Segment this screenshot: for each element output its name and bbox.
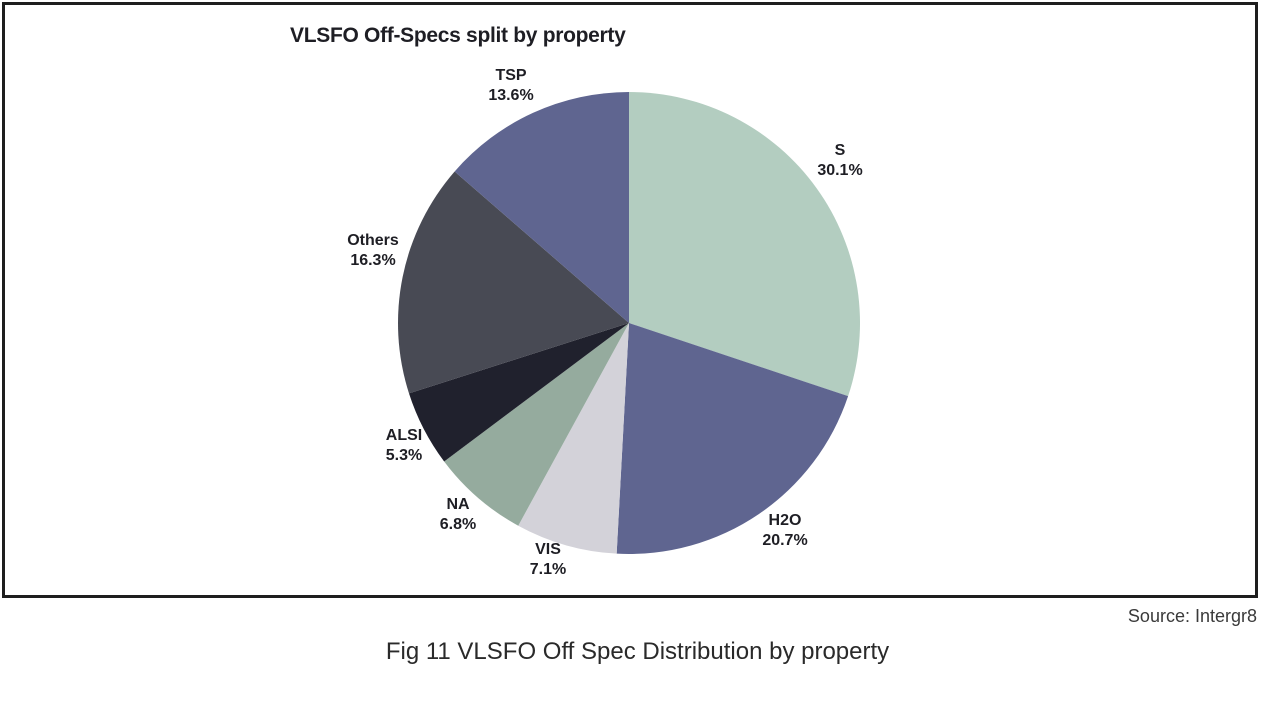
pie-slice-vis — [518, 323, 629, 554]
pie-slice-others — [398, 171, 629, 394]
pie-slice-na — [444, 323, 629, 526]
source-note: Source: Intergr8 — [1127, 606, 1257, 626]
pie-slices — [398, 92, 860, 555]
pie-slice-alsi — [408, 323, 629, 462]
slice-label-tsp: TSP — [495, 67, 526, 84]
pie-slice-h2o — [616, 323, 849, 555]
slice-value-vis: 7.1% — [530, 561, 566, 578]
slice-value-h2o: 20.7% — [762, 532, 807, 549]
slice-label-alsi: ALSI — [386, 427, 422, 444]
slice-label-na: NA — [446, 496, 470, 513]
slice-label-s: S — [835, 142, 846, 159]
slice-value-others: 16.3% — [350, 252, 395, 269]
pie-chart: S 30.1% H2O 20.7% VIS 7.1% NA 6.8% ALSI 5.3% Other… — [347, 67, 862, 578]
slice-label-h2o: H2O — [769, 512, 802, 529]
slice-value-tsp: 13.6% — [488, 87, 533, 104]
slice-value-na: 6.8% — [440, 516, 476, 533]
slice-value-s: 30.1% — [817, 162, 862, 179]
slice-label-others: Others — [347, 232, 399, 249]
pie-slice-tsp — [454, 92, 629, 323]
figure-caption: Fig 11 VLSFO Off Spec Distribution by pr… — [385, 638, 890, 665]
pie-labels: S 30.1% H2O 20.7% VIS 7.1% NA 6.8% ALSI 5.3% Other… — [347, 67, 862, 578]
slice-value-alsi: 5.3% — [386, 447, 422, 464]
chart-title: VLSFO Off-Specs split by property — [290, 24, 626, 47]
slice-label-vis: VIS — [535, 541, 561, 558]
pie-slice-s — [629, 92, 860, 397]
